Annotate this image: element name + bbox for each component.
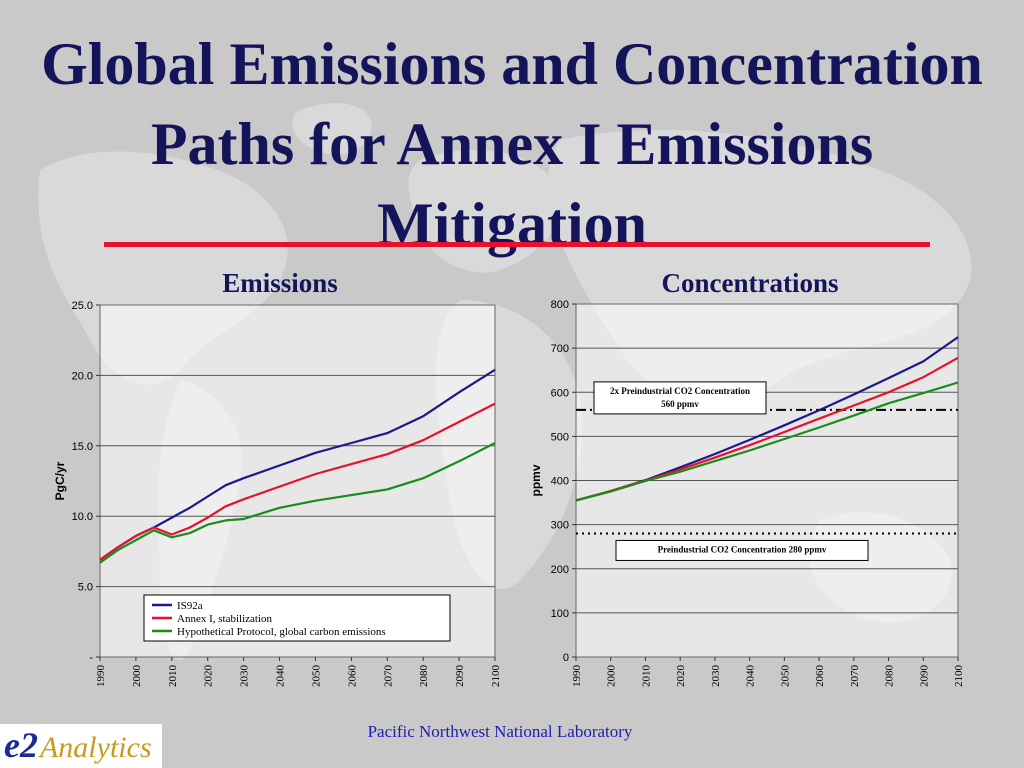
concentrations-y-tick-label: 500 [551,431,569,443]
concentrations-x-tick-label: 2040 [745,665,757,688]
emissions-x-tick-label: 2090 [454,665,466,688]
emissions-y-tick-label: - [89,652,93,664]
emissions-x-tick-label: 2080 [418,665,430,688]
concentrations-y-tick-label: 600 [551,387,569,399]
concentrations-y-tick-label: 0 [563,652,569,664]
concentrations-x-tick-label: 1990 [571,665,583,688]
emissions-x-tick-label: 2050 [310,665,322,688]
concentrations-reference-label: Preindustrial CO2 Concentration 280 ppmv [658,544,827,554]
concentrations-reference-label-box [593,381,767,415]
emissions-legend-label: Annex I, stabilization [177,613,273,625]
concentrations-x-tick-label: 2050 [779,665,791,688]
emissions-x-tick-label: 2100 [490,665,502,688]
concentrations-x-tick-label: 2100 [953,665,965,688]
emissions-x-tick-label: 2070 [382,665,394,688]
concentrations-reference-label: 560 ppmv [661,399,699,409]
concentrations-y-tick-label: 100 [551,608,569,620]
emissions-legend-label: IS92a [177,600,203,612]
concentrations-y-tick-label: 800 [551,299,569,311]
emissions-y-axis-label: PgC/yr [53,461,67,500]
e2-analytics-logo: e2Analytics [0,724,162,768]
emissions-y-tick-label: 15.0 [72,441,93,453]
concentrations-y-axis-label: ppmv [529,464,543,496]
emissions-x-tick-label: 2010 [167,665,179,688]
emissions-x-tick-label: 1990 [95,665,107,688]
concentrations-y-tick-label: 700 [551,343,569,355]
emissions-series-2-line [99,442,496,564]
footer-organization: Pacific Northwest National Laboratory [367,722,633,741]
emissions-y-tick-label: 20.0 [72,370,93,382]
emissions-x-tick-label: 2020 [203,665,215,688]
logo-word: Analytics [39,731,152,764]
concentrations-x-tick-label: 2000 [606,665,618,688]
concentrations-x-tick-label: 2070 [849,665,861,688]
concentrations-y-tick-label: 300 [551,520,569,532]
emissions-x-tick-label: 2000 [131,665,143,688]
logo-mark: e2 [4,725,38,765]
concentrations-chart-title: Concentrations [661,268,839,298]
concentrations-reference-label-box [615,539,869,561]
emissions-series-1-line [99,402,496,561]
emissions-x-tick-label: 2040 [275,665,287,688]
concentrations-reference-label: 2x Preindustrial CO2 Concentration [610,386,750,396]
emissions-legend-box [143,594,451,642]
concentrations-x-tick-label: 2020 [675,665,687,688]
slide-title: Global Emissions and Concentration Paths… [41,31,983,257]
emissions-x-tick-label: 2030 [239,665,251,688]
title-underline [104,242,930,247]
concentrations-x-tick-label: 2060 [814,665,826,688]
emissions-chart-title: Emissions [222,268,338,298]
concentrations-series-2-line [575,381,959,502]
concentrations-y-tick-label: 400 [551,476,569,488]
emissions-legend-label: Hypothetical Protocol, global carbon emi… [177,626,386,638]
emissions-x-tick-label: 2060 [346,665,358,688]
concentrations-x-tick-label: 2090 [918,665,930,688]
emissions-y-tick-label: 10.0 [72,511,93,523]
concentrations-x-tick-label: 2030 [710,665,722,688]
concentrations-x-tick-label: 2080 [884,665,896,688]
emissions-y-tick-label: 25.0 [72,300,93,312]
concentrations-y-tick-label: 200 [551,564,569,576]
concentrations-x-tick-label: 2010 [640,665,652,688]
emissions-y-tick-label: 5.0 [78,582,93,594]
